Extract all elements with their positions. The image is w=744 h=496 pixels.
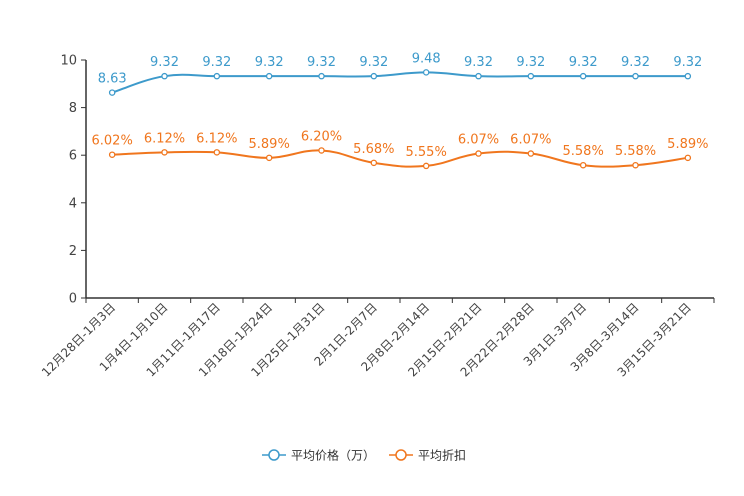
data-label: 8.63	[98, 72, 127, 87]
data-point[interactable]	[370, 159, 378, 167]
data-point[interactable]	[370, 72, 378, 80]
data-label: 9.32	[673, 55, 702, 70]
data-point[interactable]	[108, 89, 116, 96]
data-label: 9.32	[150, 55, 179, 70]
data-point[interactable]	[422, 69, 430, 76]
data-point[interactable]	[318, 147, 325, 154]
data-point[interactable]	[422, 162, 430, 170]
legend-item-2[interactable]: 平均折扣	[389, 448, 466, 463]
data-point[interactable]	[475, 72, 482, 80]
data-label: 5.89%	[667, 137, 708, 152]
data-label: 5.58%	[615, 144, 656, 159]
data-point[interactable]	[318, 72, 325, 80]
legend[interactable]: 平均价格（万） 平均折扣	[262, 448, 466, 463]
data-point[interactable]	[684, 72, 692, 80]
data-label: 9.32	[621, 55, 650, 70]
data-point[interactable]	[265, 154, 273, 162]
y-tick-label: 10	[60, 54, 77, 69]
y-tick-label: 4	[69, 196, 77, 211]
data-label: 6.07%	[458, 133, 499, 148]
data-point[interactable]	[161, 149, 168, 156]
data-point[interactable]	[527, 72, 535, 80]
data-label: 9.32	[307, 55, 336, 70]
data-label: 5.89%	[249, 137, 290, 152]
y-tick-label: 2	[69, 244, 77, 259]
data-point[interactable]	[475, 150, 482, 157]
data-label: 9.32	[569, 55, 598, 70]
data-label: 6.20%	[301, 129, 342, 144]
data-label: 9.32	[516, 55, 545, 70]
data-label: 9.32	[202, 55, 231, 70]
legend-label: 平均价格（万）	[291, 448, 375, 463]
data-label: 9.48	[412, 51, 441, 66]
data-label: 5.55%	[406, 145, 447, 160]
y-tick-label: 0	[69, 292, 77, 307]
legend-item-1[interactable]: 平均价格（万）	[262, 448, 375, 463]
data-label: 9.32	[464, 55, 493, 70]
y-tick-label: 6	[69, 149, 77, 164]
data-point[interactable]	[527, 150, 535, 157]
series-2: 6.02% 6.12% 6.12% 5.89% 6.20% 5.68% 5.55% 6.07%…	[92, 129, 708, 170]
legend-label: 平均折扣	[418, 448, 466, 463]
data-point[interactable]	[579, 72, 587, 80]
data-label: 6.12%	[144, 131, 185, 146]
data-point[interactable]	[265, 72, 273, 80]
data-label: 9.32	[359, 55, 388, 70]
series-1: 8.63 9.32 9.32 9.32 9.32 9.32 9.48 9.32 9.32 9.32…	[98, 51, 702, 96]
y-tick-label: 8	[69, 101, 77, 116]
data-point[interactable]	[632, 161, 639, 169]
data-point[interactable]	[213, 72, 221, 80]
legend-marker-icon	[268, 449, 280, 461]
y-axis: 0 2 4 6 8 10	[60, 54, 87, 307]
data-point[interactable]	[632, 72, 639, 80]
data-label: 6.12%	[196, 131, 237, 146]
data-label: 9.32	[255, 55, 284, 70]
data-label: 6.07%	[510, 133, 551, 148]
data-point[interactable]	[108, 151, 116, 158]
data-label: 5.68%	[353, 142, 394, 157]
series-layer: 8.63 9.32 9.32 9.32 9.32 9.32 9.48 9.32 9.32 9.32…	[92, 51, 708, 170]
x-axis: 12月28日-1月3日1月4日-1月10日1月11日-1月17日1月18日-1月…	[39, 297, 715, 380]
data-label: 6.02%	[92, 134, 133, 149]
data-label: 5.58%	[563, 144, 604, 159]
data-point[interactable]	[579, 161, 587, 169]
data-point[interactable]	[213, 149, 221, 156]
data-point[interactable]	[161, 72, 168, 80]
series-line	[112, 149, 688, 168]
series-line	[111, 71, 688, 94]
data-point[interactable]	[684, 154, 692, 162]
legend-marker-icon	[395, 449, 407, 461]
